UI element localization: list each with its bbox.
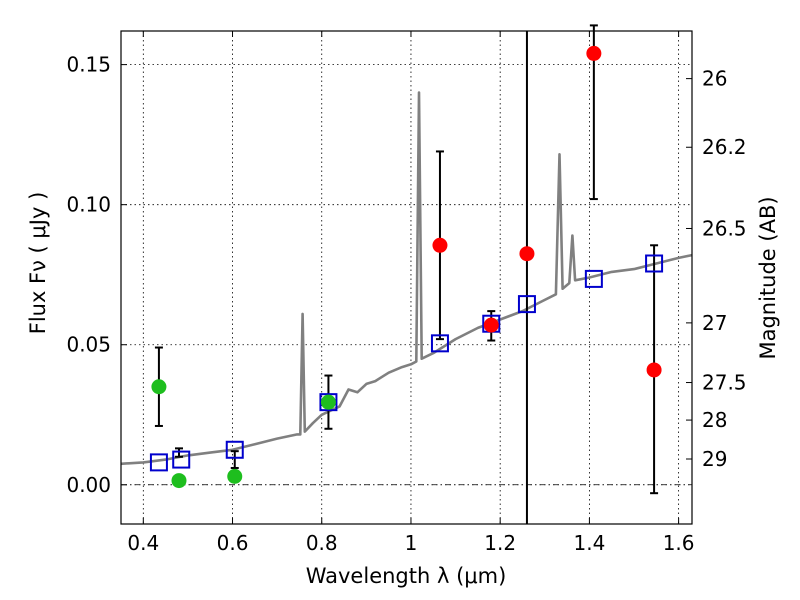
model-point <box>172 450 191 469</box>
right-tick-label: 28 <box>702 408 727 432</box>
nondetection-point <box>586 45 602 61</box>
right-axis-title: Magnitude (AB) <box>756 196 780 359</box>
nondetection-point <box>483 317 499 333</box>
x-tick-label: 0.6 <box>217 531 249 555</box>
model-point <box>319 393 338 412</box>
x-tick-label: 1.4 <box>573 531 605 555</box>
right-tick-label: 26 <box>702 67 727 91</box>
y-tick-label: 0.15 <box>66 53 111 77</box>
y-axis-title: Flux Fν ( μJy ) <box>26 192 50 335</box>
right-tick-label: 29 <box>702 447 727 471</box>
x-tick-label: 0.8 <box>306 531 338 555</box>
x-tick-label: 1 <box>405 531 418 555</box>
model-point <box>645 254 664 273</box>
nondetection-point <box>432 237 448 253</box>
x-tick-label: 0.4 <box>127 531 159 555</box>
right-tick-label: 27 <box>702 311 727 335</box>
spectrum-series <box>120 31 693 524</box>
model-point <box>225 440 244 459</box>
y-tick-label: 0.10 <box>66 193 111 217</box>
ticks: 0.4 0.6 0.8 1 1.2 1.4 1.6 0.00 0.05 0.10 0.15 26 26.… <box>66 31 747 555</box>
x-tick-label: 1.6 <box>663 531 695 555</box>
spectrum-line <box>120 91 693 466</box>
detection-point <box>320 394 336 410</box>
nondetection-point <box>519 246 535 262</box>
model-point <box>584 269 603 288</box>
right-tick-label: 27.5 <box>702 371 747 395</box>
model-point <box>430 334 449 353</box>
right-tick-label: 26.5 <box>702 216 747 240</box>
right-tick-label: 26.2 <box>702 135 747 159</box>
detection-point <box>171 473 187 489</box>
markers <box>149 24 664 495</box>
x-axis-title: Wavelength λ (μm) <box>306 564 507 588</box>
x-tick-label: 1.2 <box>484 531 516 555</box>
y-tick-label: 0.00 <box>66 473 111 497</box>
grid <box>121 31 692 524</box>
detection-point <box>151 379 167 395</box>
plot-frame <box>120 30 693 525</box>
model-point <box>517 295 536 314</box>
model-point <box>149 453 168 472</box>
y-tick-label: 0.05 <box>66 333 111 357</box>
nondetection-point <box>646 362 662 378</box>
detection-point <box>227 468 243 484</box>
